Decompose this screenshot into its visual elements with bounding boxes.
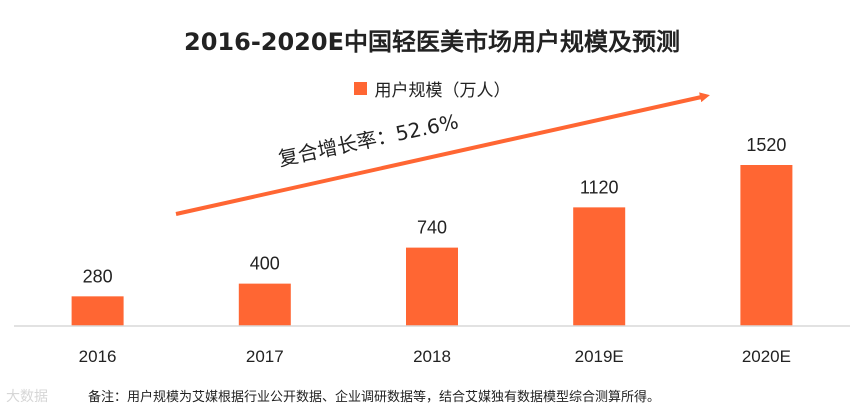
x-tick-2019E: 2019E bbox=[575, 347, 624, 366]
growth-arrow bbox=[175, 92, 710, 216]
data-label-2020E: 1520 bbox=[746, 135, 786, 155]
legend-swatch bbox=[353, 82, 367, 95]
watermark: 大数据 bbox=[6, 389, 48, 405]
growth-rate-annotation: 复合增长率：52.6% bbox=[276, 109, 461, 171]
x-tick-2016: 2016 bbox=[79, 347, 117, 366]
bar-2018 bbox=[406, 247, 458, 326]
data-label-2016: 280 bbox=[83, 266, 113, 286]
legend: 用户规模（万人） bbox=[0, 76, 864, 101]
x-tick-2020E: 2020E bbox=[742, 347, 791, 366]
bar-2020E bbox=[740, 165, 793, 326]
footnote: 备注：用户规模为艾媒根据行业公开数据、企业调研数据等，结合艾媒独有数据模型综合测… bbox=[88, 390, 661, 405]
x-tick-2018: 2018 bbox=[413, 347, 451, 366]
bar-2016 bbox=[71, 296, 124, 326]
chart-title: 2016-2020E中国轻医美市场用户规模及预测 bbox=[184, 28, 680, 56]
legend-label: 用户规模（万人） bbox=[374, 81, 511, 101]
bar-2019E bbox=[573, 207, 626, 326]
x-tick-2017: 2017 bbox=[246, 347, 284, 366]
data-label-2018: 740 bbox=[417, 218, 447, 238]
bar-2017 bbox=[238, 283, 291, 326]
data-label-2019E: 1120 bbox=[580, 177, 619, 197]
data-label-2017: 400 bbox=[250, 254, 280, 274]
